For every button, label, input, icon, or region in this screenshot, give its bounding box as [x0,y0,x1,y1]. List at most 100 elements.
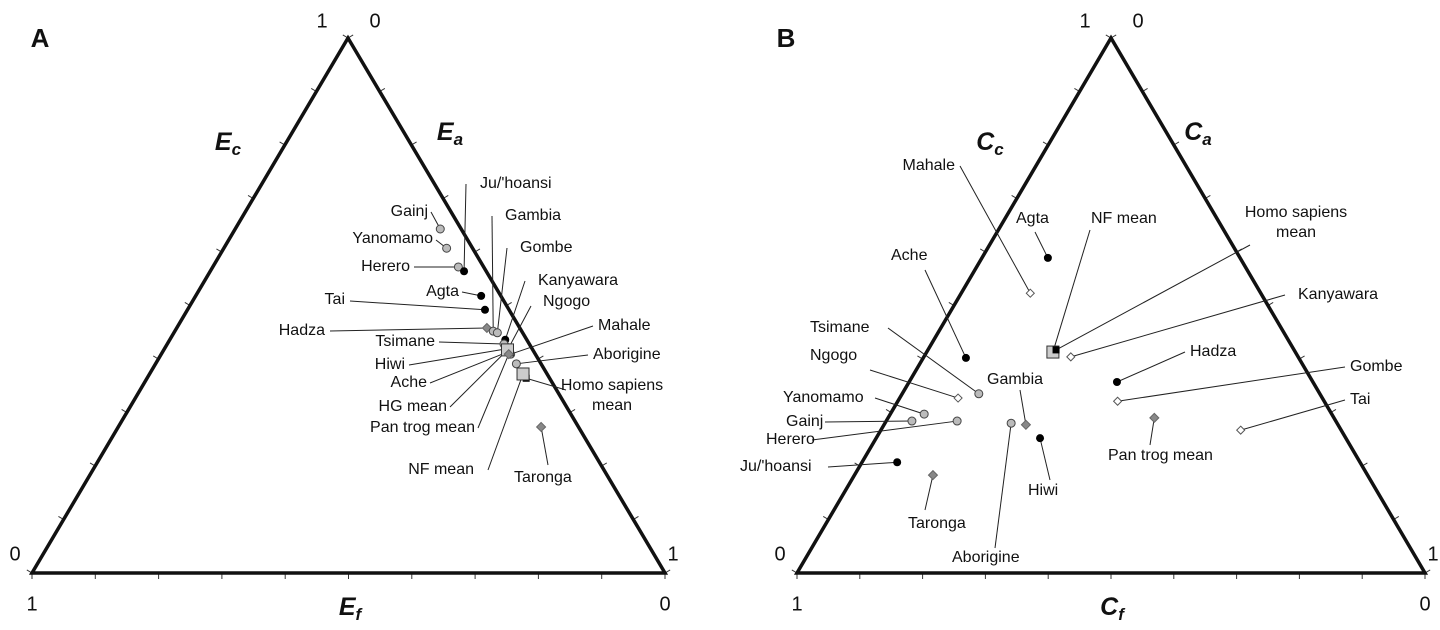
leader-line [994,423,1012,549]
axis-label: Cc [976,128,1004,160]
point-label: Gainj [391,203,428,220]
tick-label: 1 [667,543,678,565]
point-label: Mahale [598,317,651,334]
panel-letter: B [777,23,796,53]
point [1006,418,1016,428]
leader-line [477,353,510,429]
point-label: Agta [426,283,459,300]
tick-label: 1 [316,10,327,32]
point [1025,288,1036,298]
leader-line [1240,399,1346,431]
point [1112,396,1123,406]
tick-label: 0 [1419,593,1430,615]
point-label: Ngogo [810,347,857,364]
point-label: Pan trog mean [1108,447,1213,464]
leader-line [540,426,549,466]
triangle [793,34,1429,575]
leader-line [827,461,898,468]
leader-line [1055,244,1251,351]
point-label: Gombe [520,239,573,256]
leader-line [924,269,967,359]
axis-subscript: a [454,130,463,149]
point-label: Ngogo [543,293,590,310]
leader-line [1117,366,1346,402]
axis-subscript: f [1118,605,1126,624]
panel-letter: A [31,23,50,53]
point [974,389,984,399]
tick-label: 0 [369,10,380,32]
point-label: NF mean [408,461,474,478]
leader-line [408,348,507,366]
point-label: Yanomamo [352,230,433,247]
point [460,267,469,276]
leader-line [874,397,925,415]
point-label: HG mean [379,398,447,415]
point-label: Ju/'hoansi [480,175,552,192]
point-label: Aborigine [593,346,661,363]
leader-line [508,305,532,349]
point-label: Herero [766,431,815,448]
point [927,469,939,481]
label-box: Homo sapiens mean [1244,204,1348,241]
axis-label: Ec [215,128,242,160]
axis-symbol: E [339,593,357,621]
axis-label: Cf [1100,593,1126,625]
point-label: Homo sapiens mean [560,377,664,414]
point-label: Mahale [903,157,956,174]
leader-line [1019,389,1027,425]
point [492,328,502,338]
point-label: Kanyawara [1298,286,1378,303]
leader-line [438,341,505,345]
label-box: Homo sapiens mean [560,377,664,414]
point-label: Gambia [987,371,1043,388]
point [919,409,929,419]
tick-label: 1 [1427,543,1438,565]
point [535,421,547,433]
point-label: Homo sapiens mean [1244,204,1348,241]
leader-line [526,377,567,391]
axis-subscript: f [356,605,364,624]
axis-subscript: a [1202,130,1211,149]
point [511,359,521,369]
point-label: Aborigine [952,549,1020,566]
point-label: Pan trog mean [370,419,475,436]
point [1112,378,1121,387]
point [435,224,445,234]
tick-label: 1 [26,593,37,615]
point [907,416,917,426]
tick-label: 0 [659,593,670,615]
tick-label: 0 [9,543,20,565]
tick-label: 1 [1079,10,1090,32]
point [477,291,486,300]
point-label: Tsimane [375,333,435,350]
point [1036,434,1045,443]
leader-line [824,420,912,423]
point [953,393,963,403]
axis-subscript: c [994,140,1004,159]
point [893,458,902,467]
leader-line [1034,231,1049,259]
point-label: Gainj [786,413,823,430]
leader-line [1052,229,1091,353]
point-label: Taronga [908,515,966,532]
leader-line [491,215,494,332]
leader-line [449,349,508,408]
axis-subscript: c [232,140,242,159]
leader-line [329,327,487,332]
axis-symbol: E [437,118,455,146]
leader-line [1116,351,1186,383]
point-label: Ache [391,374,428,391]
point-label: Ache [891,247,928,264]
tick-label: 1 [791,593,802,615]
leader-line [429,351,508,384]
axis-label: Ef [339,593,364,625]
axis-symbol: C [1184,118,1203,146]
leader-line [1070,294,1286,358]
point-label: NF mean [1091,210,1157,227]
leader-line [1039,438,1051,481]
point [961,353,970,362]
leader-line [869,369,959,399]
point-label: Hiwi [1028,482,1058,499]
point-label: Gambia [505,207,561,224]
leader-line [516,354,589,365]
